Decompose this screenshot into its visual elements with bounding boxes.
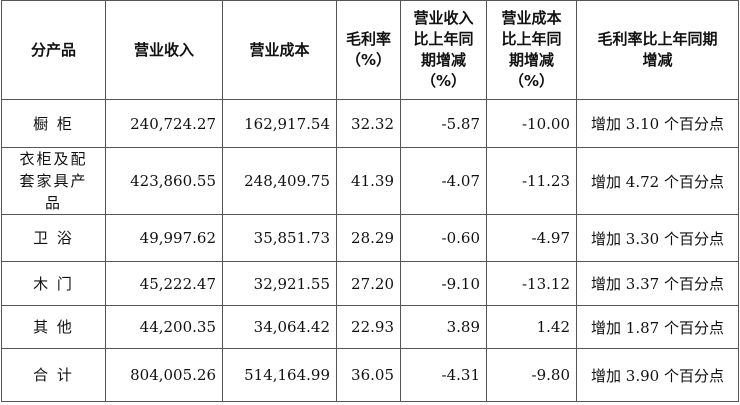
- table-cell: 32.32: [336, 99, 401, 148]
- table-cell: -13.12: [486, 261, 577, 306]
- table-cell: 162,917.54: [222, 99, 337, 148]
- header-text: （%）: [420, 72, 467, 90]
- table-cell: 28.29: [336, 214, 401, 262]
- header-text: （%）: [508, 72, 555, 90]
- table-row: 合 计 804,005.26 514,164.99 36.05 -4.31 -9.80 增加…: [1, 348, 739, 402]
- row-label: 卫 浴: [1, 214, 106, 262]
- table-cell: 22.93: [336, 305, 401, 349]
- header-text: 期增减: [420, 51, 466, 69]
- header-cell: 营业收入比上年同期增减 （%）: [400, 0, 487, 100]
- header-text: （%）: [345, 51, 392, 69]
- row-label-text: 木 门: [33, 274, 74, 293]
- table-cell: 248,409.75: [222, 147, 337, 215]
- row-label-text: 卫 浴: [33, 229, 74, 247]
- header-row: 分产品 营业收入 营业成本 毛利率 （%） 营业收入 比上年同 期增减 （%） 营业成本 比上年同期…: [1, 0, 739, 100]
- row-label: 橱 柜: [1, 99, 106, 148]
- table-row: 其 他 44,200.35 34,064.42 22.93 3.89 1.42 增加 1.8…: [1, 305, 739, 349]
- row-label: 其 他: [1, 305, 106, 349]
- table-cell: -11.23: [486, 147, 577, 215]
- table-cell: -0.60: [400, 214, 487, 262]
- header-text: 营业收入: [413, 9, 474, 27]
- table-cell: 32,921.55: [222, 261, 337, 306]
- table-cell: 804,005.26: [105, 348, 223, 402]
- table-cell: 514,164.99: [222, 348, 337, 402]
- header-cell: 分产品: [1, 0, 106, 100]
- table-cell: 增加 3.37 个百分点: [576, 261, 739, 306]
- header-text: 比上年同: [501, 30, 562, 48]
- row-label: 衣柜及配套家具产品: [1, 147, 106, 215]
- header-text: 营业成本: [249, 40, 310, 59]
- row-label-text: 衣柜及配套家具产品: [19, 150, 88, 212]
- header-text: 分产品: [30, 40, 76, 59]
- header-text: 营业收入: [133, 40, 194, 59]
- table-row: 木 门 45,222.47 32,921.55 27.20 -9.10 -13.12 增加 …: [1, 261, 739, 306]
- table-cell: 增加 3.30 个百分点: [576, 214, 739, 262]
- row-label-text: 其 他: [33, 318, 74, 336]
- table-cell: -4.31: [400, 348, 487, 402]
- table-cell: 423,860.55: [105, 147, 223, 215]
- row-label-text: 橱 柜: [33, 114, 74, 133]
- row-label-text: 合 计: [33, 366, 74, 384]
- header-cell: 营业成本比上年同期增减 （%）: [486, 0, 577, 100]
- table-row: 橱 柜 240,724.27 162,917.54 32.32 -5.87 -10.00 增…: [1, 99, 739, 148]
- table-cell: 45,222.47: [105, 261, 223, 306]
- table-cell: -9.80: [486, 348, 577, 402]
- table-cell: 1.42: [486, 305, 577, 349]
- table-cell: 3.89: [400, 305, 487, 349]
- table-cell: 27.20: [336, 261, 401, 306]
- header-text: 毛利率: [345, 30, 391, 48]
- table-cell: 增加 1.87 个百分点: [576, 305, 739, 349]
- table-cell: 36.05: [336, 348, 401, 402]
- row-label: 木 门: [1, 261, 106, 306]
- table-cell: -10.00: [486, 99, 577, 148]
- table-row: 卫 浴 49,997.62 35,851.73 28.29 -0.60 -4.97 增加 3…: [1, 214, 739, 262]
- table-cell: 增加 4.72 个百分点: [576, 147, 739, 215]
- table-body: 橱 柜 240,724.27 162,917.54 32.32 -5.87 -10.00 增…: [1, 99, 739, 402]
- table-cell: 35,851.73: [222, 214, 337, 262]
- table-cell: -4.07: [400, 147, 487, 215]
- header-text: 期增减: [508, 51, 554, 69]
- table-row: 衣柜及配套家具产品 423,860.55 248,409.75 41.39 -4.07-…: [1, 147, 739, 215]
- table-cell: 44,200.35: [105, 305, 223, 349]
- table-cell: 240,724.27: [105, 99, 223, 148]
- header-text: 毛利率比上年同期: [597, 30, 718, 48]
- header-cell: 毛利率 （%）: [336, 0, 401, 100]
- row-label: 合 计: [1, 348, 106, 402]
- table-cell: 增加 3.90 个百分点: [576, 348, 739, 402]
- header-cell: 毛利率比上年同期 增减: [576, 0, 739, 100]
- header-cell: 营业收入: [105, 0, 223, 100]
- table-cell: 34,064.42: [222, 305, 337, 349]
- table-cell: 增加 3.10 个百分点: [576, 99, 739, 148]
- header-text: 营业成本: [501, 9, 562, 27]
- table-cell: 41.39: [336, 147, 401, 215]
- header-text: 比上年同: [413, 30, 474, 48]
- table-cell: -4.97: [486, 214, 577, 262]
- header-cell: 营业成本: [222, 0, 337, 100]
- table-cell: -5.87: [400, 99, 487, 148]
- header-text: 增减: [642, 51, 673, 69]
- table-cell: -9.10: [400, 261, 487, 306]
- table-cell: 49,997.62: [105, 214, 223, 262]
